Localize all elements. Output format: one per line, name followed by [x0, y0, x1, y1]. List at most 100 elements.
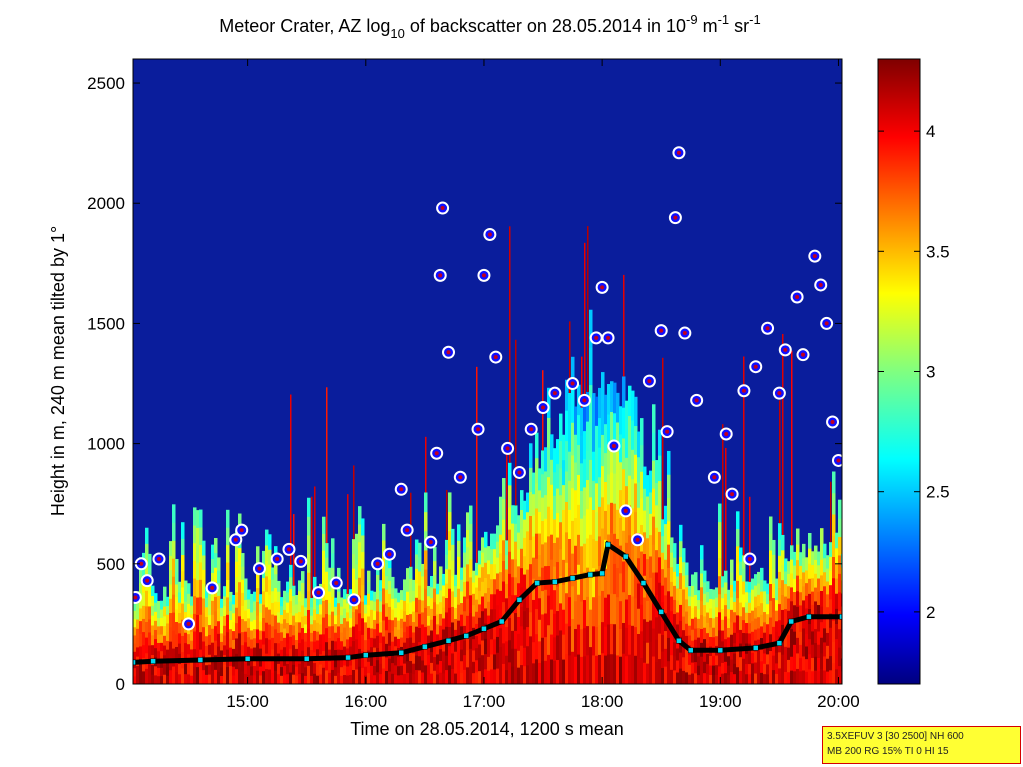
heatmap-cell [304, 598, 308, 608]
heatmap-cell [820, 559, 824, 576]
heatmap-cell [328, 625, 332, 638]
heatmap-cell [469, 594, 473, 614]
heatmap-cell [685, 562, 689, 576]
heatmap-cell [592, 654, 596, 684]
heatmap-cell [403, 673, 407, 684]
heatmap-cell [193, 595, 197, 614]
heatmap-cell [313, 673, 317, 684]
heatmap-cell [223, 605, 227, 617]
heatmap-cell [556, 439, 560, 465]
heatmap-cell [667, 474, 671, 499]
heatmap-cell [481, 625, 485, 641]
heatmap-cell [616, 509, 620, 539]
heatmap-cell [763, 673, 767, 684]
heatmap-cell [832, 662, 836, 684]
heatmap-cell [640, 630, 644, 658]
heatmap-cell [796, 606, 800, 623]
heatmap-cell [502, 622, 506, 644]
heatmap-cell [166, 675, 170, 684]
heatmap-plume [311, 496, 313, 598]
heatmap-cell [721, 619, 725, 631]
heatmap-cell [616, 421, 620, 452]
heatmap-cell [382, 635, 386, 653]
heatmap-cell [505, 540, 509, 556]
heatmap-cell [655, 527, 659, 551]
heatmap-cell [205, 587, 209, 598]
heatmap-cell [478, 617, 482, 632]
heatmap-cell [532, 493, 536, 516]
heatmap-cell [460, 602, 464, 615]
heatmap-cell [574, 573, 578, 602]
heatmap-cell [262, 657, 266, 672]
heatmap-cell [313, 598, 317, 610]
heatmap-cell [466, 529, 470, 548]
heatmap-cell [478, 590, 482, 605]
heatmap-cell [625, 570, 629, 600]
heatmap-cell [754, 618, 758, 630]
heatmap-cell [205, 606, 209, 617]
heatmap-cell [490, 608, 494, 625]
heatmap-cell [616, 596, 620, 627]
heatmap-cell [343, 636, 347, 647]
heatmap-cell [808, 653, 812, 670]
heatmap-cell [343, 627, 347, 638]
heatmap-cell [235, 668, 239, 684]
heatmap-cell [436, 633, 440, 645]
heatmap-cell [661, 585, 665, 603]
heatmap-cell [340, 623, 344, 633]
heatmap-cell [745, 602, 749, 613]
heatmap-cell [538, 662, 542, 684]
heatmap-cell [142, 657, 146, 672]
heatmap-cell [238, 513, 242, 532]
heatmap-cell [139, 645, 143, 660]
heatmap-cell [271, 590, 275, 603]
heatmap-cell [631, 390, 635, 421]
heatmap-cell [694, 639, 698, 651]
heatmap-cell [292, 634, 296, 646]
heatmap-cell [796, 637, 800, 654]
y-tick-label: 2500 [87, 74, 125, 93]
heatmap-cell [661, 519, 665, 537]
heatmap-cell [448, 626, 452, 647]
heatmap-cell [634, 425, 638, 455]
heatmap-cell [334, 640, 338, 650]
heatmap-cell [649, 598, 653, 621]
heatmap-cell [562, 434, 566, 461]
heatmap-cell [631, 595, 635, 626]
heatmap-cell [730, 634, 734, 648]
heatmap-cell [832, 577, 836, 600]
heatmap-cell [553, 589, 557, 614]
heatmap-cell [580, 545, 584, 574]
heatmap-cell [364, 639, 368, 650]
heatmap-cell [718, 503, 722, 523]
heatmap-cell [175, 583, 179, 597]
heatmap-cell [529, 539, 533, 565]
heatmap-cell [643, 466, 647, 489]
heatmap-cell [541, 497, 545, 521]
heatmap-cell [421, 635, 425, 649]
heatmap-cell [520, 606, 524, 627]
heatmap-cell [262, 617, 266, 632]
heatmap-cell [697, 608, 701, 619]
colorbar-tick-label: 4 [926, 122, 935, 141]
heatmap-cell [823, 599, 827, 615]
heatmap-cell [481, 654, 485, 670]
heatmap-cell [427, 654, 431, 665]
heatmap-cell [304, 666, 308, 676]
heatmap-cell [433, 642, 437, 658]
heatmap-cell [334, 666, 338, 676]
heatmap-cell [367, 627, 371, 640]
cloud-point [371, 557, 385, 571]
heatmap-cell [697, 590, 701, 601]
heatmap-cell [586, 479, 590, 510]
heatmap-cell [199, 614, 203, 633]
heatmap-cell [706, 673, 710, 684]
heatmap-cell [568, 596, 572, 627]
heatmap-cell [658, 505, 662, 532]
heatmap-cell [664, 648, 668, 667]
heatmap-cell [535, 457, 539, 484]
heatmap-cell [637, 557, 641, 584]
heatmap-cell [370, 637, 374, 648]
heatmap-cell [619, 461, 623, 491]
heatmap-cell [517, 582, 521, 601]
